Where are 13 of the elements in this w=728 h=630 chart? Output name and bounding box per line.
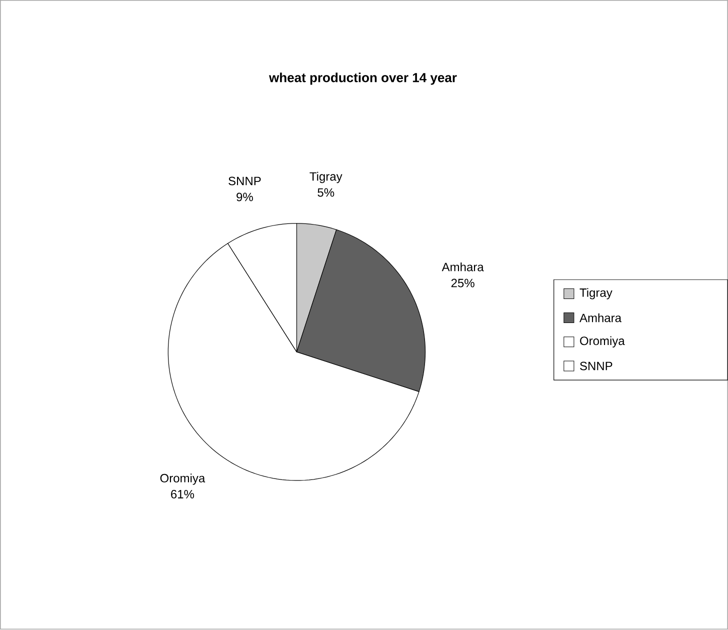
slice-label: Tigray	[310, 172, 342, 184]
legend-label: Oromiya	[580, 336, 625, 348]
data-label: 9%	[236, 192, 253, 202]
legend-label: Amhara	[579, 314, 622, 322]
slice-label: Amhara	[442, 262, 484, 272]
slice-label: Oromiya	[160, 474, 206, 486]
legend-label: Tigray	[580, 288, 612, 300]
legend-label: SNNP	[580, 362, 612, 370]
data-label: 5%	[318, 188, 334, 197]
data-label: 25%	[451, 279, 474, 288]
slice-label: SNNP	[228, 176, 261, 186]
chart-title: wheat production over 14 year	[268, 72, 457, 86]
data-label: 61%	[171, 490, 194, 499]
